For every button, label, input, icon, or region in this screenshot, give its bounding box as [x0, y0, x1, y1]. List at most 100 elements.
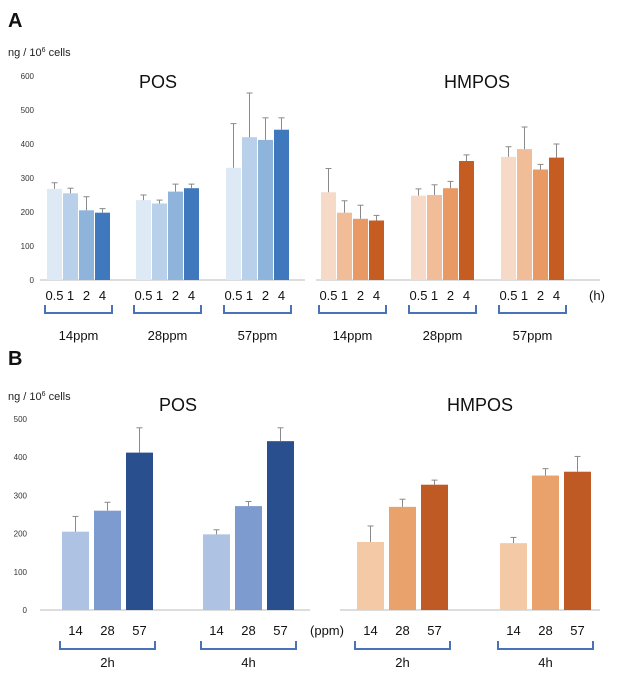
panel-a-title-hmpos: HMPOS: [444, 72, 510, 92]
panel-a-category-label: 4: [373, 288, 380, 303]
panel-a-bar: [443, 188, 458, 280]
panel-a-group-bracket: [498, 305, 567, 314]
panel-b-category-label: 57: [427, 623, 441, 638]
panel-a-group-bracket: [318, 305, 387, 314]
panel-a-ytick-label: 500: [21, 106, 35, 115]
panel-a-group-bracket: [408, 305, 477, 314]
panel-b-bar: [62, 531, 89, 610]
panel-b-category-label: 57: [570, 623, 584, 638]
panel-a-category-label: 1: [521, 288, 528, 303]
panel-a-bar: [258, 139, 273, 280]
panel-b-category-label: 14: [209, 623, 223, 638]
panel-a-group-label: 14ppm: [59, 328, 99, 343]
panel-a-category-label: 2: [537, 288, 544, 303]
panel-a-category-label: 4: [463, 288, 470, 303]
panel-a-bar: [369, 220, 384, 280]
panel-a-bar: [63, 193, 78, 280]
panel-b-bar: [532, 475, 559, 610]
panel-b-category-label: 57: [132, 623, 146, 638]
panel-a-category-label: 2: [262, 288, 269, 303]
panel-a-ytick-label: 300: [21, 174, 35, 183]
panel-a-ytick-label: 100: [21, 242, 35, 251]
panel-a-bar: [517, 149, 532, 280]
panel-b-category-label: 28: [241, 623, 255, 638]
panel-a-group-label: 57ppm: [513, 328, 553, 343]
panel-b-group-bracket: [354, 641, 451, 650]
panel-b-bar: [235, 506, 262, 610]
panel-b-group-bracket: [200, 641, 297, 650]
panel-b-group-label: 2h: [395, 655, 409, 670]
panel-a-category-label: 4: [188, 288, 195, 303]
panel-b-bar: [389, 506, 416, 610]
panel-b-bar: [203, 534, 230, 610]
panel-a-ytick-label: 200: [21, 208, 35, 217]
panel-b-bar: [126, 452, 153, 610]
panel-a-bar: [168, 191, 183, 280]
panel-a-category-label: 2: [357, 288, 364, 303]
panel-b-letter: B: [8, 348, 22, 370]
panel-a-title-pos: POS: [139, 72, 177, 92]
panel-a-bar: [79, 210, 94, 280]
panel-b-group-bracket: [497, 641, 594, 650]
panel-b-chart: 0 100 200 300 400 500 POS 14 28 57 2h 14 28 57 4h HMPOS…: [14, 395, 600, 670]
panel-a-category-label: 0.5: [134, 288, 152, 303]
panel-a-bar: [95, 212, 110, 280]
panel-a-category-label: 0.5: [224, 288, 242, 303]
panel-a-category-label: 2: [447, 288, 454, 303]
panel-b-category-unit: (ppm): [310, 623, 344, 638]
panel-b-bar: [357, 542, 384, 610]
panel-a-bar: [459, 161, 474, 280]
panel-a-group-bracket: [223, 305, 292, 314]
panel-a-category-label: 4: [99, 288, 106, 303]
panel-a-category-label: 0.5: [499, 288, 517, 303]
panel-a-group-label: 28ppm: [148, 328, 188, 343]
panel-a-category-label: 4: [278, 288, 285, 303]
panel-a-bar: [47, 188, 62, 280]
panel-a-category-label: 1: [431, 288, 438, 303]
panel-a-category-label: 1: [67, 288, 74, 303]
panel-a-group-bracket: [133, 305, 202, 314]
panel-a-bar: [274, 129, 289, 280]
panel-a-bar: [226, 167, 241, 280]
panel-b-bar: [94, 510, 121, 610]
panel-a-group-label: 57ppm: [238, 328, 278, 343]
panel-a-group-bracket: [44, 305, 113, 314]
panel-b-ytick-label: 100: [14, 568, 28, 577]
panel-a-category-label: 0.5: [409, 288, 427, 303]
panel-a-ytick-label: 600: [21, 72, 35, 81]
panel-b-ytick-label: 400: [14, 453, 28, 462]
panel-a-category-label: 1: [341, 288, 348, 303]
panel-a-category-label: 1: [156, 288, 163, 303]
panel-b-ytick-label: 0: [23, 606, 28, 615]
panel-b-category-label: 28: [395, 623, 409, 638]
panel-a-bar: [321, 192, 336, 280]
panel-b-group-bracket: [59, 641, 156, 650]
panel-b-title-hmpos: HMPOS: [447, 395, 513, 415]
panel-a-bar: [152, 203, 167, 280]
panel-a-group-label: 14ppm: [333, 328, 373, 343]
panel-a-bar: [136, 200, 151, 280]
panel-b-category-label: 14: [68, 623, 82, 638]
panel-b-ytick-label: 200: [14, 530, 28, 539]
panel-a-category-label: 0.5: [45, 288, 63, 303]
panel-a-bar: [533, 169, 548, 280]
panel-a-category-label: 2: [83, 288, 90, 303]
panel-b-title-pos: POS: [159, 395, 197, 415]
panel-b-category-label: 28: [538, 623, 552, 638]
panel-a-category-label: 1: [246, 288, 253, 303]
panel-a-letter: A: [8, 10, 22, 32]
panel-b-category-label: 14: [363, 623, 377, 638]
panel-b-group-label: 2h: [100, 655, 114, 670]
panel-b-group-label: 4h: [538, 655, 552, 670]
panel-a-bar: [501, 156, 516, 280]
panel-a-category-unit: (h): [589, 288, 605, 303]
panel-b-bar: [267, 441, 294, 610]
panel-a-bar: [337, 212, 352, 280]
panel-a-bar: [184, 188, 199, 280]
panel-b-category-label: 28: [100, 623, 114, 638]
panel-a-category-label: 4: [553, 288, 560, 303]
panel-a-group-label: 28ppm: [423, 328, 463, 343]
panel-b-category-label: 14: [506, 623, 520, 638]
